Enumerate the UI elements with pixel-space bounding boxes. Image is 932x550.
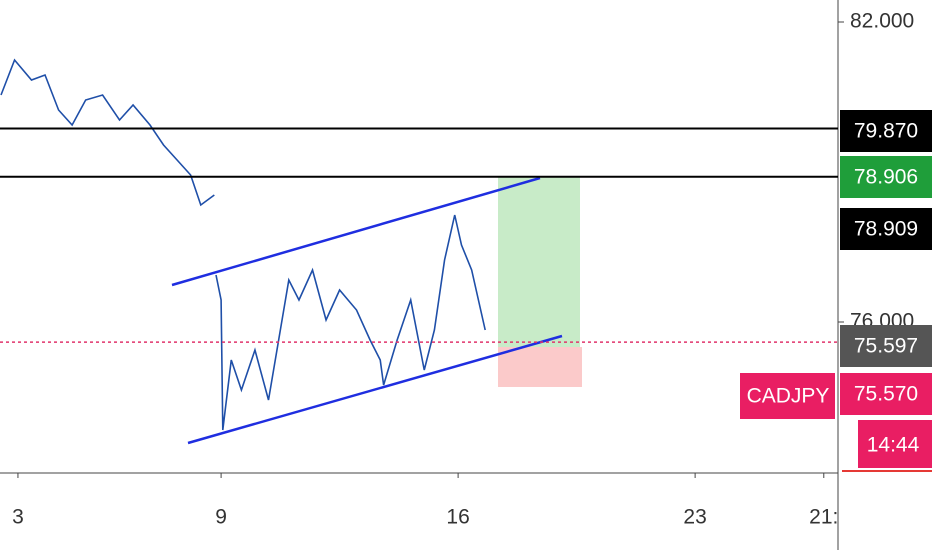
price-badge [840,325,932,367]
price-badge-label: 79.870 [854,120,918,143]
countdown-badge [858,420,932,468]
x-tick-label: 9 [215,506,227,529]
x-tick-label: 21: [809,506,838,529]
channel-top [171,176,541,287]
profit-zone [498,177,580,347]
price-badge-label: 75.597 [854,335,918,358]
x-tick-label: 16 [446,506,469,529]
channel-bottom [187,334,563,445]
x-tick-label: 23 [683,506,706,529]
price-badge-label: 78.906 [854,166,918,189]
y-tick-label: 82.000 [850,10,914,33]
symbol-label: CADJPY [747,385,830,408]
price-badge [840,373,932,415]
price-badge [840,110,932,152]
symbol-badge [740,373,835,419]
price-badge [840,156,932,198]
countdown-label: 14:44 [867,434,920,457]
price-line [0,58,486,431]
price-badge-label: 78.909 [854,218,918,241]
loss-zone [498,347,582,387]
price-badge [840,208,932,250]
price-badge-label: 75.570 [854,383,918,406]
x-tick-label: 3 [12,506,24,529]
